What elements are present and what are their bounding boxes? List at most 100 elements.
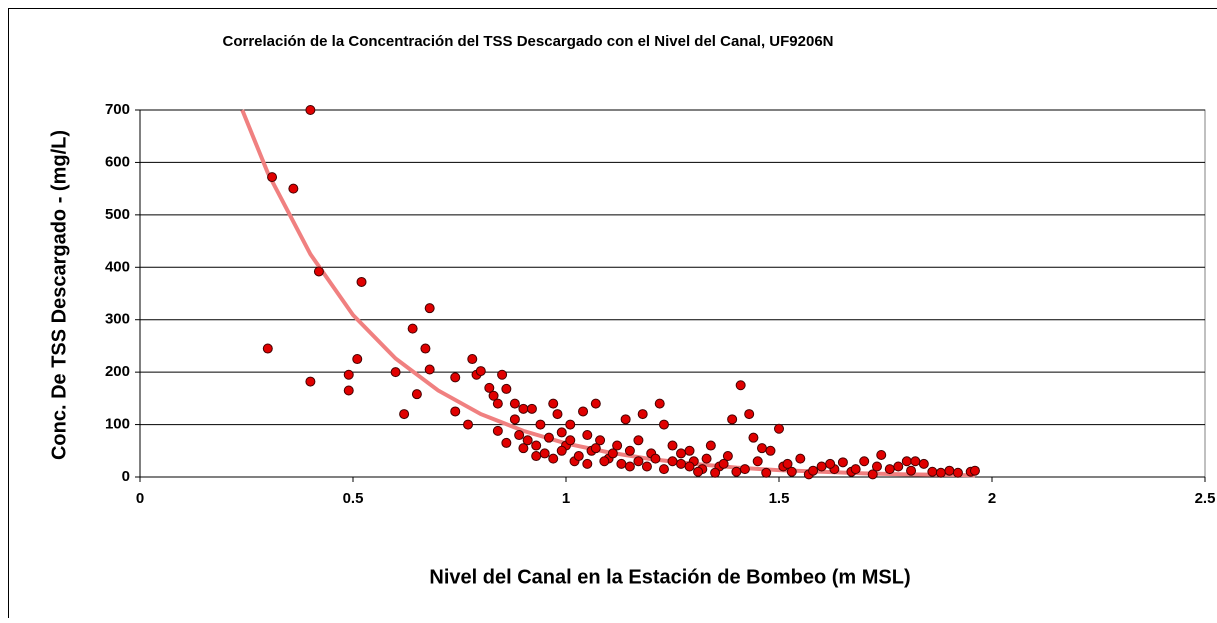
data-point: [706, 441, 715, 450]
data-point: [510, 415, 519, 424]
data-point: [894, 462, 903, 471]
data-point: [583, 431, 592, 440]
data-point: [634, 457, 643, 466]
data-point: [928, 467, 937, 476]
data-point: [391, 368, 400, 377]
data-point: [945, 466, 954, 475]
data-point: [719, 459, 728, 468]
data-point: [591, 399, 600, 408]
data-point: [314, 267, 323, 276]
data-point: [711, 468, 720, 477]
data-point: [540, 449, 549, 458]
y-axis-label: Conc. De TSS Descargado - (mg/L): [48, 130, 70, 460]
plot-area: [140, 110, 1205, 477]
data-point: [970, 466, 979, 475]
data-point: [536, 420, 545, 429]
data-point: [625, 462, 634, 471]
chart-title: Correlación de la Concentración del TSS …: [222, 33, 833, 50]
data-point: [796, 454, 805, 463]
y-tick-label: 200: [105, 363, 130, 380]
x-tick-label: 2: [988, 490, 996, 507]
data-point: [757, 444, 766, 453]
x-tick-label: 1.5: [769, 490, 790, 507]
data-point: [677, 459, 686, 468]
data-point: [425, 365, 434, 374]
data-point: [553, 410, 562, 419]
data-point: [468, 355, 477, 364]
data-point: [464, 420, 473, 429]
data-point: [502, 384, 511, 393]
data-point: [907, 466, 916, 475]
data-point: [817, 462, 826, 471]
data-point: [412, 390, 421, 399]
data-point: [566, 436, 575, 445]
data-point: [659, 465, 668, 474]
data-point: [617, 459, 626, 468]
data-point: [583, 459, 592, 468]
data-point: [728, 415, 737, 424]
data-point: [544, 433, 553, 442]
data-point: [634, 436, 643, 445]
data-point: [668, 441, 677, 450]
data-point: [502, 438, 511, 447]
data-point: [732, 467, 741, 476]
data-point: [783, 459, 792, 468]
y-tick-label: 100: [105, 416, 130, 433]
data-point: [493, 426, 502, 435]
data-point: [677, 449, 686, 458]
data-point: [519, 404, 528, 413]
data-point: [919, 459, 928, 468]
data-point: [638, 410, 647, 419]
data-point: [353, 355, 362, 364]
data-point: [659, 420, 668, 429]
data-point: [532, 452, 541, 461]
data-point: [566, 420, 575, 429]
data-point: [762, 468, 771, 477]
data-point: [515, 431, 524, 440]
data-point: [523, 436, 532, 445]
data-point: [685, 462, 694, 471]
data-point: [289, 184, 298, 193]
data-point: [451, 407, 460, 416]
data-point: [826, 459, 835, 468]
y-tick-label: 600: [105, 153, 130, 170]
data-point: [655, 399, 664, 408]
data-point: [702, 454, 711, 463]
data-point: [600, 457, 609, 466]
data-point: [749, 433, 758, 442]
data-point: [766, 446, 775, 455]
data-point: [668, 457, 677, 466]
data-point: [809, 466, 818, 475]
data-point: [851, 465, 860, 474]
data-point: [685, 446, 694, 455]
data-point: [740, 465, 749, 474]
data-point: [625, 446, 634, 455]
data-point: [753, 457, 762, 466]
data-point: [694, 467, 703, 476]
y-tick-label: 500: [105, 206, 130, 223]
data-point: [263, 344, 272, 353]
x-tick-label: 0: [136, 490, 144, 507]
data-point: [877, 450, 886, 459]
data-point: [953, 468, 962, 477]
data-point: [872, 462, 881, 471]
data-point: [476, 367, 485, 376]
data-point: [911, 457, 920, 466]
data-point: [860, 457, 869, 466]
data-point: [557, 428, 566, 437]
data-point: [306, 106, 315, 115]
data-point: [344, 386, 353, 395]
data-point: [408, 324, 417, 333]
data-point: [344, 370, 353, 379]
data-point: [936, 468, 945, 477]
data-point: [527, 404, 536, 413]
data-point: [510, 399, 519, 408]
data-point: [421, 344, 430, 353]
x-axis-label: Nivel del Canal en la Estación de Bombeo…: [429, 566, 910, 588]
data-point: [268, 173, 277, 182]
data-point: [549, 454, 558, 463]
y-tick-label: 0: [122, 468, 130, 485]
data-point: [902, 457, 911, 466]
